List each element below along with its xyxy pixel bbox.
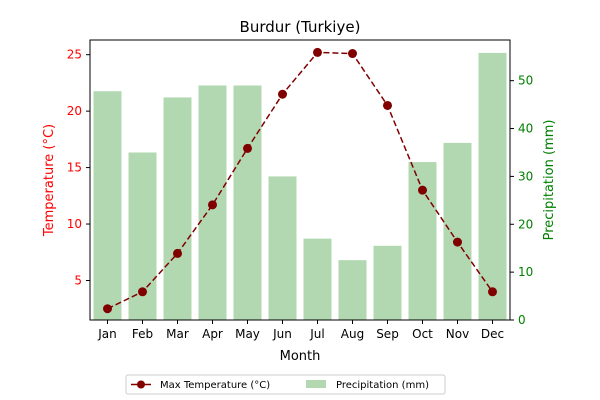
x-tick-label: Dec	[481, 327, 504, 341]
legend-box	[125, 374, 446, 395]
x-tick-label: Jan	[97, 327, 117, 341]
left-tick-label: 20	[67, 104, 82, 118]
legend: Max Temperature (°C) Precipitation (mm)	[125, 374, 446, 395]
precipitation-bars	[93, 52, 507, 321]
x-tick-label: May	[235, 327, 260, 341]
x-axis-label: Month	[280, 349, 321, 364]
right-tick-label: 10	[518, 265, 533, 279]
x-tick-label: Aug	[341, 327, 364, 341]
precipitation-bar-jul	[303, 238, 332, 320]
temperature-line	[103, 47, 497, 314]
legend-bar-swatch	[306, 380, 326, 388]
precipitation-bar-may	[233, 85, 262, 320]
precipitation-bar-jan	[93, 91, 122, 320]
right-tick-label: 50	[518, 74, 533, 88]
left-axis-label: Temperature (°C)	[42, 124, 57, 237]
temperature-point-jan	[103, 304, 112, 314]
precipitation-bar-aug	[338, 260, 367, 320]
right-tick-label: 30	[518, 169, 533, 183]
left-tick-label: 15	[67, 161, 82, 175]
temperature-point-mar	[173, 248, 182, 258]
precipitation-bar-nov	[443, 142, 472, 320]
x-axis-ticks: Jan Feb Mar Apr May Jun Jul Aug Sep Oct Nov Dec	[97, 320, 504, 341]
temperature-series-line	[107, 51, 494, 310]
right-axis-label: Precipitation (mm)	[542, 120, 557, 241]
precipitation-bar-sep	[373, 245, 402, 320]
temperature-point-jul	[313, 47, 322, 57]
left-tick-label: 5	[74, 273, 82, 287]
temperature-point-apr	[208, 200, 217, 210]
right-tick-label: 40	[518, 122, 533, 136]
left-tick-label: 10	[67, 217, 82, 231]
precipitation-bar-jun	[268, 176, 297, 320]
x-tick-label: Apr	[202, 327, 223, 341]
temperature-point-jun	[278, 89, 287, 99]
right-axis-ticks: 0 10 20 30 40 50	[510, 74, 533, 327]
legend-label-precipitation: Precipitation (mm)	[336, 380, 429, 391]
x-tick-label: Oct	[412, 327, 433, 341]
temperature-point-oct	[418, 185, 427, 195]
temperature-point-feb	[138, 287, 147, 297]
temperature-point-nov	[453, 237, 462, 247]
x-tick-label: Jun	[272, 327, 292, 341]
x-tick-label: Mar	[166, 327, 189, 341]
precipitation-bar-dec	[478, 52, 507, 321]
precipitation-bar-mar	[163, 97, 192, 320]
legend-line-marker	[137, 380, 145, 389]
temperature-point-dec	[488, 287, 497, 297]
x-tick-label: Nov	[446, 327, 469, 341]
chart-title: Burdur (Turkiye)	[240, 18, 361, 36]
legend-label-temperature: Max Temperature (°C)	[160, 380, 270, 391]
plot-frame	[89, 39, 511, 321]
temperature-point-aug	[348, 49, 357, 59]
x-tick-label: Sep	[376, 327, 399, 341]
temperature-point-sep	[383, 100, 392, 110]
left-tick-label: 25	[67, 48, 82, 62]
x-tick-label: Jul	[309, 327, 324, 341]
right-tick-label: 0	[518, 313, 526, 327]
right-tick-label: 20	[518, 217, 533, 231]
x-tick-label: Feb	[132, 327, 153, 341]
left-axis-ticks: 5 10 15 20 25	[67, 48, 90, 287]
temperature-point-may	[243, 143, 252, 153]
